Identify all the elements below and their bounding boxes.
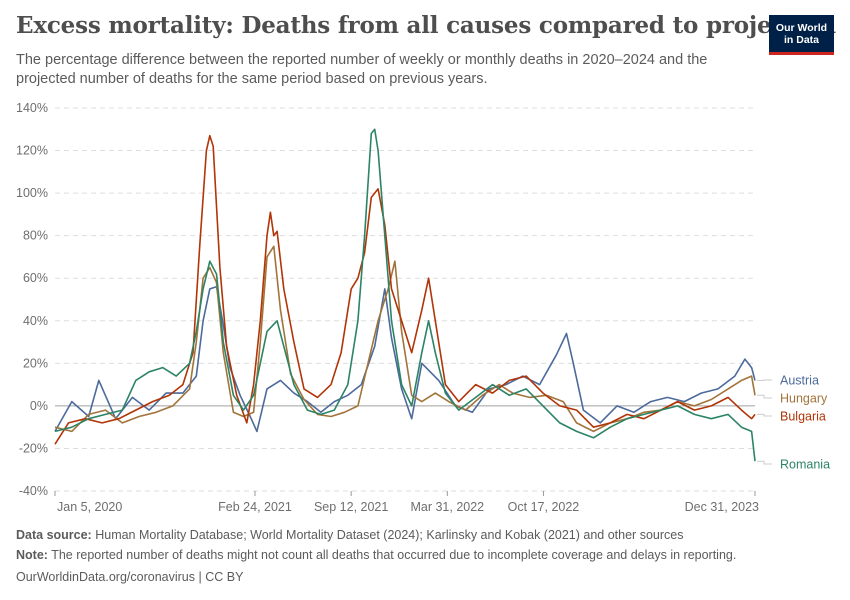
series-label-bulgaria: Bulgaria	[780, 410, 826, 424]
x-tick-label: Feb 24, 2021	[218, 500, 292, 514]
y-tick-label: 40%	[23, 314, 48, 328]
series-label-romania: Romania	[780, 458, 830, 472]
y-tick-label: 140%	[16, 101, 48, 115]
logo-line-2: in Data	[783, 33, 819, 46]
x-tick-label: Sep 12, 2021	[314, 500, 388, 514]
y-tick-label: -20%	[19, 441, 48, 455]
credit-link[interactable]: OurWorldinData.org/coronavirus | CC BY	[16, 570, 244, 584]
label-connector-hungary	[757, 394, 772, 399]
y-tick-label: 80%	[23, 229, 48, 243]
y-tick-label: 20%	[23, 356, 48, 370]
y-tick-label: 60%	[23, 271, 48, 285]
x-tick-label: Oct 17, 2022	[508, 500, 580, 514]
x-tick-label: Jan 5, 2020	[57, 500, 122, 514]
excess-mortality-chart: -40% -20% 0% 20% 40% 60% 80% 100% 120% 140% Jan 5,…	[16, 101, 830, 514]
chart-subtitle: The percentage difference between the re…	[16, 52, 708, 87]
y-tick-label: -40%	[19, 484, 48, 498]
y-tick-label: 120%	[16, 144, 48, 158]
series-line-hungary	[54, 245, 756, 433]
series-line-austria	[54, 285, 756, 433]
chart-title: Excess mortality: Deaths from all causes…	[16, 12, 836, 39]
series-label-austria: Austria	[780, 374, 819, 388]
y-tick-label: 0%	[30, 399, 48, 413]
series-label-hungary: Hungary	[780, 392, 828, 406]
x-tick-label: Mar 31, 2022	[410, 500, 484, 514]
series-line-bulgaria	[54, 134, 756, 445]
label-connector-romania	[757, 460, 772, 465]
owid-logo[interactable]: Our World in Data	[769, 15, 834, 55]
note-label: Note:	[16, 548, 48, 562]
data-source-text: Human Mortality Database; World Mortalit…	[95, 528, 684, 542]
note-text: The reported number of deaths might not …	[51, 548, 737, 562]
logo-line-1: Our World	[775, 21, 828, 34]
y-tick-label: 100%	[16, 186, 48, 200]
series-line-romania	[54, 128, 756, 462]
coverage-note: Note: The reported number of deaths migh…	[16, 548, 736, 562]
data-source-label: Data source:	[16, 528, 92, 542]
label-connector-bulgaria	[757, 413, 772, 417]
data-source-note: Data source: Human Mortality Database; W…	[16, 528, 683, 542]
x-tick-label: Dec 31, 2023	[685, 500, 759, 514]
